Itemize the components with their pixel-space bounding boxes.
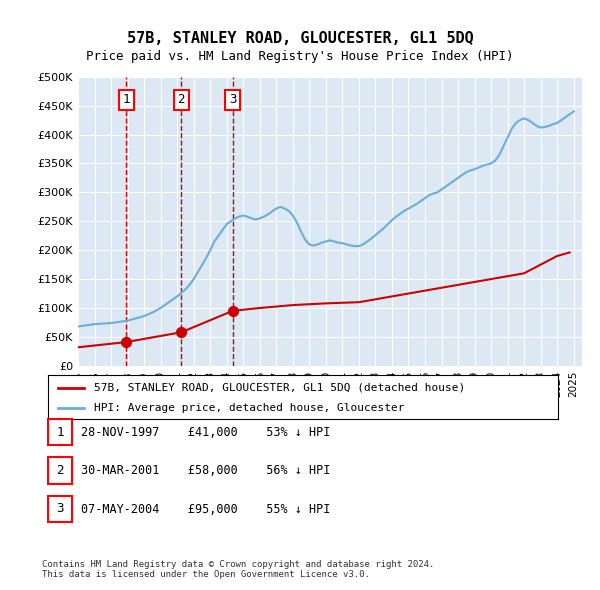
Text: 2: 2 — [178, 93, 185, 106]
Text: 3: 3 — [56, 502, 64, 516]
Text: 57B, STANLEY ROAD, GLOUCESTER, GL1 5DQ: 57B, STANLEY ROAD, GLOUCESTER, GL1 5DQ — [127, 31, 473, 46]
Text: 2: 2 — [56, 464, 64, 477]
Text: Contains HM Land Registry data © Crown copyright and database right 2024.
This d: Contains HM Land Registry data © Crown c… — [42, 560, 434, 579]
Text: 07-MAY-2004    £95,000    55% ↓ HPI: 07-MAY-2004 £95,000 55% ↓ HPI — [81, 503, 331, 516]
Text: 1: 1 — [122, 93, 130, 106]
Text: 30-MAR-2001    £58,000    56% ↓ HPI: 30-MAR-2001 £58,000 56% ↓ HPI — [81, 464, 331, 477]
Point — [121, 337, 131, 347]
Text: 28-NOV-1997    £41,000    53% ↓ HPI: 28-NOV-1997 £41,000 53% ↓ HPI — [81, 426, 331, 439]
Text: 57B, STANLEY ROAD, GLOUCESTER, GL1 5DQ (detached house): 57B, STANLEY ROAD, GLOUCESTER, GL1 5DQ (… — [94, 383, 465, 393]
Text: 1: 1 — [56, 425, 64, 439]
Text: Price paid vs. HM Land Registry's House Price Index (HPI): Price paid vs. HM Land Registry's House … — [86, 50, 514, 63]
Text: 3: 3 — [229, 93, 236, 106]
Point — [176, 327, 186, 337]
Text: HPI: Average price, detached house, Gloucester: HPI: Average price, detached house, Glou… — [94, 403, 404, 413]
Point — [228, 306, 238, 316]
